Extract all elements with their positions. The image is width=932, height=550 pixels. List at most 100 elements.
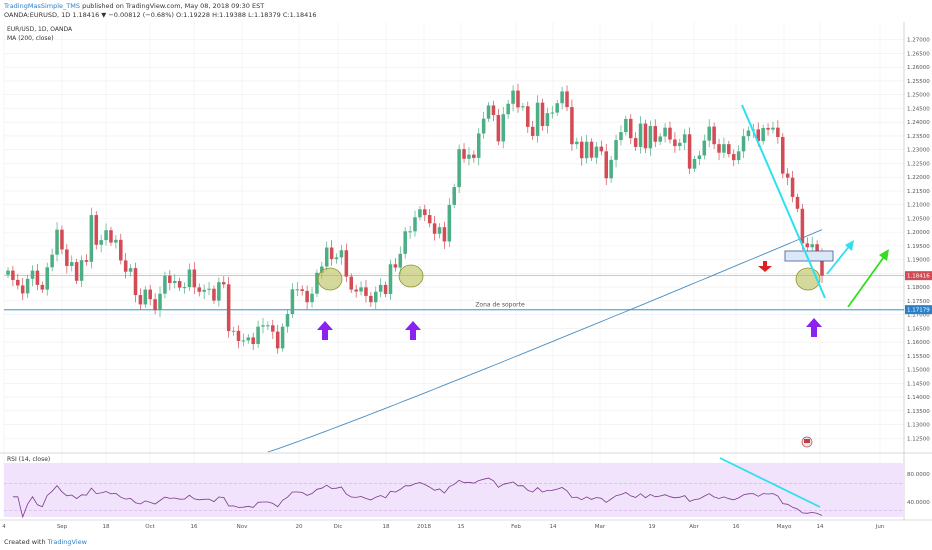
- price-label-support: 1.17179: [907, 308, 930, 314]
- x-tick-label: 14: [550, 524, 557, 530]
- candle-body: [717, 144, 721, 153]
- candle-body: [275, 331, 280, 349]
- candle-body: [594, 146, 599, 158]
- candle-body: [295, 289, 300, 291]
- candle-body: [604, 151, 609, 179]
- candle-body: [506, 103, 510, 115]
- candle-body: [427, 215, 432, 224]
- y-tick-label: 1.18000: [907, 285, 930, 291]
- candle-body: [648, 126, 653, 149]
- candle-body: [182, 287, 187, 289]
- x-tick-label: 18: [383, 524, 390, 530]
- candle-body: [359, 287, 363, 292]
- x-axis: 4 Sep 18 Oct 16 Nov 20 Dic 18 2018 15 Feb 14 Mar 19 Abr…: [2, 524, 885, 530]
- candle-body: [114, 239, 118, 243]
- y-tick-label: 1.23000: [907, 148, 930, 154]
- y-tick-label: 1.26500: [907, 51, 930, 57]
- candle-body: [633, 138, 638, 147]
- candle-body: [731, 154, 736, 161]
- candle-body: [89, 215, 94, 262]
- y-tick-label: 1.19000: [907, 258, 930, 264]
- candle-body: [123, 260, 128, 272]
- candle-body: [104, 230, 108, 241]
- rsi-label: RSI (14, close): [7, 456, 50, 463]
- support-label: Zona de soporte: [475, 302, 525, 309]
- candle-body: [378, 284, 383, 292]
- candle-body: [722, 144, 726, 153]
- candle-body: [261, 325, 265, 327]
- y-tick-label: 1.19500: [907, 244, 930, 250]
- ma200-line: [267, 229, 823, 453]
- y-tick-label: 1.16000: [907, 340, 930, 346]
- author-link[interactable]: TradingMasSimple_TMS: [4, 2, 80, 10]
- candle-body: [687, 134, 692, 169]
- purple-arrow-shape: [806, 318, 822, 337]
- candle-body: [285, 314, 290, 327]
- candle-body: [570, 107, 574, 145]
- candle-body: [452, 187, 456, 205]
- x-tick-label: 18: [103, 524, 110, 530]
- support-ellipse-2: [398, 264, 424, 288]
- publish-info: TradingMasSimple_TMS published on Tradin…: [4, 2, 264, 10]
- candle-body: [476, 133, 481, 158]
- candle-body: [168, 275, 172, 283]
- y-tick-label: 1.21500: [907, 189, 930, 195]
- candle-body: [736, 151, 741, 161]
- candle-body: [40, 284, 45, 290]
- cyan-trendline: [741, 104, 826, 299]
- publish-text: published on TradingView.com, May 08, 20…: [82, 2, 265, 10]
- candle-body: [187, 269, 192, 288]
- candle-body: [781, 137, 785, 174]
- tradingview-brand[interactable]: TradingView: [47, 538, 87, 546]
- candle-body: [354, 289, 358, 292]
- candle-body: [746, 130, 751, 137]
- candle-body: [575, 141, 579, 145]
- candle-body: [398, 253, 403, 268]
- candle-body: [339, 250, 344, 258]
- purple-up-arrow-2: [405, 321, 421, 340]
- price-label-support-bg: [905, 305, 932, 315]
- candle-body: [84, 260, 89, 262]
- candle-body: [334, 257, 339, 260]
- candle-body: [565, 91, 569, 108]
- candle-body: [771, 127, 775, 130]
- candle-body: [11, 270, 15, 280]
- candle-body: [25, 278, 30, 294]
- candle-body: [45, 267, 49, 290]
- candle-body: [501, 114, 506, 142]
- candle-body: [79, 260, 84, 281]
- candle-body: [526, 106, 530, 127]
- flag-mark: [804, 439, 810, 443]
- rsi-band: [4, 463, 904, 517]
- candle-body: [776, 127, 780, 138]
- candle-body: [692, 159, 697, 169]
- candle-body: [310, 293, 314, 303]
- candle-body: [624, 118, 628, 133]
- candle-body: [266, 325, 270, 327]
- x-tick-label: Dic: [334, 524, 343, 530]
- cyan-projection-arrow: [826, 243, 852, 275]
- candle-body: [241, 340, 246, 342]
- candle-body: [560, 91, 564, 104]
- candle-body: [550, 112, 555, 114]
- candle-body: [584, 141, 589, 159]
- x-tick-label: 16: [191, 524, 198, 530]
- purple-up-arrow-3: [806, 318, 822, 337]
- x-tick-label: Nov: [237, 524, 248, 530]
- candle-body: [99, 240, 103, 245]
- candle-body: [94, 215, 99, 245]
- chart-area[interactable]: 1.27000 1.26500 1.26000 1.25500 1.25000 1.245…: [0, 22, 932, 534]
- candle-body: [790, 177, 795, 197]
- candle-body: [329, 247, 334, 260]
- candle-body: [163, 275, 167, 294]
- candle-body: [658, 136, 662, 142]
- candle-body: [545, 113, 550, 127]
- candle-body: [251, 337, 255, 344]
- candle-body: [511, 90, 515, 104]
- candle-body: [472, 154, 476, 158]
- candle-body: [50, 254, 54, 268]
- candle-body: [212, 288, 216, 301]
- candle-body: [202, 289, 206, 292]
- candle-body: [761, 127, 765, 142]
- rsi-line: [12, 477, 823, 519]
